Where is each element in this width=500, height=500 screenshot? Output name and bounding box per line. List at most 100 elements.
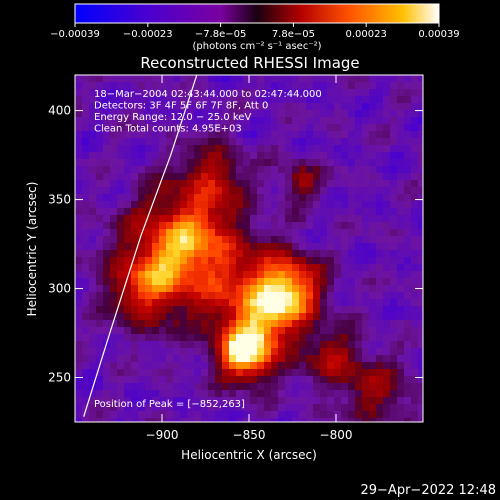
heatmap-cell bbox=[355, 264, 363, 272]
heatmap-cell bbox=[222, 131, 230, 139]
heatmap-cell bbox=[306, 236, 314, 244]
heatmap-cell bbox=[376, 131, 384, 139]
heatmap-cell bbox=[117, 152, 125, 160]
heatmap-cell bbox=[306, 257, 314, 265]
heatmap-cell bbox=[320, 369, 328, 377]
heatmap-cell bbox=[285, 383, 293, 391]
heatmap-cell bbox=[110, 334, 118, 342]
heatmap-cell bbox=[138, 194, 146, 202]
heatmap-cell bbox=[159, 320, 167, 328]
heatmap-cell bbox=[341, 306, 349, 314]
heatmap-cell bbox=[341, 369, 349, 377]
heatmap-cell bbox=[397, 334, 405, 342]
heatmap-cell bbox=[96, 278, 104, 286]
heatmap-cell bbox=[348, 201, 356, 209]
heatmap-cell bbox=[110, 96, 118, 104]
heatmap-cell bbox=[348, 397, 356, 405]
heatmap-cell bbox=[376, 243, 384, 251]
heatmap-cell bbox=[138, 89, 146, 97]
heatmap-cell bbox=[271, 390, 279, 398]
heatmap-cell bbox=[215, 117, 223, 125]
heatmap-cell bbox=[82, 341, 90, 349]
heatmap-cell bbox=[145, 89, 153, 97]
heatmap-cell bbox=[173, 418, 181, 422]
heatmap-cell bbox=[348, 138, 356, 146]
heatmap-cell bbox=[376, 299, 384, 307]
heatmap-cell bbox=[341, 229, 349, 237]
heatmap-image bbox=[75, 75, 423, 422]
heatmap-cell bbox=[96, 215, 104, 223]
heatmap-cell bbox=[369, 173, 377, 181]
heatmap-cell bbox=[145, 159, 153, 167]
heatmap-cell bbox=[411, 320, 419, 328]
heatmap-cell bbox=[208, 411, 216, 419]
heatmap-cell bbox=[383, 145, 391, 153]
heatmap-cell bbox=[110, 369, 118, 377]
heatmap-cell bbox=[257, 201, 265, 209]
heatmap-cell bbox=[285, 215, 293, 223]
heatmap-cell bbox=[362, 348, 370, 356]
heatmap-cell bbox=[390, 404, 398, 412]
heatmap-cell bbox=[180, 152, 188, 160]
heatmap-cell bbox=[341, 376, 349, 384]
heatmap-cell bbox=[264, 320, 272, 328]
heatmap-cell bbox=[376, 145, 384, 153]
heatmap-cell bbox=[383, 257, 391, 265]
heatmap-cell bbox=[285, 250, 293, 258]
heatmap-cell bbox=[82, 166, 90, 174]
heatmap-cell bbox=[320, 229, 328, 237]
heatmap-cell bbox=[264, 292, 272, 300]
heatmap-cell bbox=[187, 404, 195, 412]
heatmap-cell bbox=[383, 299, 391, 307]
heatmap-cell bbox=[264, 236, 272, 244]
heatmap-cell bbox=[334, 278, 342, 286]
heatmap-cell bbox=[152, 173, 160, 181]
heatmap-cell bbox=[229, 222, 237, 230]
heatmap-cell bbox=[313, 320, 321, 328]
heatmap-cell bbox=[243, 320, 251, 328]
heatmap-cell bbox=[110, 411, 118, 419]
heatmap-cell bbox=[89, 110, 97, 118]
heatmap-cell bbox=[264, 131, 272, 139]
heatmap-cell bbox=[376, 327, 384, 335]
heatmap-cell bbox=[215, 411, 223, 419]
heatmap-cell bbox=[229, 271, 237, 279]
heatmap-cell bbox=[362, 131, 370, 139]
heatmap-cell bbox=[166, 145, 174, 153]
heatmap-cell bbox=[411, 159, 419, 167]
heatmap-cell bbox=[250, 404, 258, 412]
heatmap-cell bbox=[362, 215, 370, 223]
heatmap-cell bbox=[229, 187, 237, 195]
heatmap-cell bbox=[103, 320, 111, 328]
heatmap-cell bbox=[173, 285, 181, 293]
heatmap-cell bbox=[327, 404, 335, 412]
heatmap-cell bbox=[117, 110, 125, 118]
heatmap-cell bbox=[89, 215, 97, 223]
heatmap-cell bbox=[173, 264, 181, 272]
heatmap-cell bbox=[131, 187, 139, 195]
heatmap-cell bbox=[285, 75, 293, 83]
heatmap-cell bbox=[236, 376, 244, 384]
heatmap-cell bbox=[124, 376, 132, 384]
heatmap-cell bbox=[215, 334, 223, 342]
heatmap-cell bbox=[82, 411, 90, 419]
heatmap-cell bbox=[103, 313, 111, 321]
heatmap-cell bbox=[117, 271, 125, 279]
heatmap-cell bbox=[250, 201, 258, 209]
heatmap-cell bbox=[334, 257, 342, 265]
heatmap-cell bbox=[257, 124, 265, 132]
heatmap-cell bbox=[404, 180, 412, 188]
heatmap-cell bbox=[222, 341, 230, 349]
heatmap-cell bbox=[334, 138, 342, 146]
heatmap-cell bbox=[89, 313, 97, 321]
heatmap-cell bbox=[285, 152, 293, 160]
heatmap-cell bbox=[313, 334, 321, 342]
heatmap-cell bbox=[362, 187, 370, 195]
heatmap-cell bbox=[89, 285, 97, 293]
heatmap-cell bbox=[404, 257, 412, 265]
heatmap-cell bbox=[89, 369, 97, 377]
heatmap-cell bbox=[152, 327, 160, 335]
heatmap-cell bbox=[103, 348, 111, 356]
heatmap-cell bbox=[229, 250, 237, 258]
heatmap-cell bbox=[208, 124, 216, 132]
